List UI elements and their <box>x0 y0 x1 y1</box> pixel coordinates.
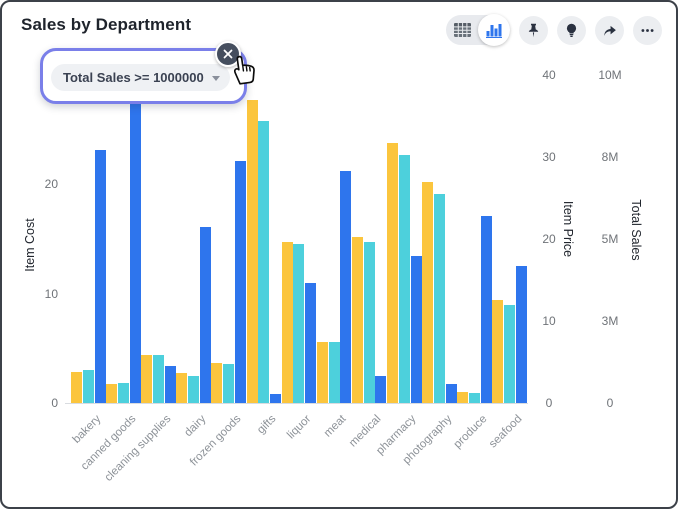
bar-item-price-dairy[interactable] <box>188 375 200 403</box>
bar-total-sales-produce[interactable] <box>480 216 492 403</box>
bar-item-price-produce[interactable] <box>468 393 480 403</box>
bar-item-cost-photography[interactable] <box>422 182 433 403</box>
lightbulb-icon <box>566 23 577 37</box>
y-axis-tick-item-price: 10 <box>542 314 556 328</box>
bar-total-sales-meat[interactable] <box>340 170 352 403</box>
y-axis-tick-item-cost: 10 <box>44 286 58 301</box>
bar-item-cost-canned-goods[interactable] <box>106 384 118 403</box>
y-axis-tick-total-sales: 8M <box>601 150 619 164</box>
bar-total-sales-liquor[interactable] <box>305 282 317 403</box>
toolbar <box>446 13 662 47</box>
y-axis-tick-total-sales: 3M <box>601 314 619 328</box>
y-axis-tick-item-price: 40 <box>542 68 556 82</box>
y-axis-tick-item-price: 30 <box>542 150 556 164</box>
x-axis-line <box>65 403 528 404</box>
bar-item-cost-dairy[interactable] <box>176 373 188 403</box>
y-axis-title-item-cost: Item Cost <box>23 218 37 272</box>
bar-total-sales-pharmacy[interactable] <box>410 256 422 403</box>
page-title: Sales by Department <box>21 15 192 34</box>
bar-total-sales-canned-goods[interactable] <box>129 78 141 403</box>
bar-item-price-medical[interactable] <box>363 242 375 403</box>
bar-item-cost-cleaning-supplies[interactable] <box>141 354 153 403</box>
bar-item-price-photography[interactable] <box>433 193 445 403</box>
y-axis-tick-total-sales: 10M <box>598 68 622 82</box>
bar-item-cost-produce[interactable] <box>457 392 469 403</box>
pin-icon <box>528 23 539 37</box>
mouse-cursor <box>227 52 259 91</box>
chevron-down-icon[interactable] <box>211 76 220 81</box>
bar-item-cost-meat[interactable] <box>316 341 328 403</box>
bar-total-sales-photography[interactable] <box>445 383 457 403</box>
bar-item-cost-liquor[interactable] <box>281 242 293 403</box>
bar-item-cost-medical[interactable] <box>351 236 363 403</box>
y-axis-tick-item-cost: 0 <box>51 396 58 410</box>
bar-total-sales-seafood[interactable] <box>515 266 527 403</box>
y-axis-title-total-sales: Total Sales <box>629 199 643 261</box>
bar-item-cost-bakery[interactable] <box>71 372 82 403</box>
filter-chip[interactable]: Total Sales >= 1000000 <box>40 41 255 104</box>
y-axis-tick-total-sales: 0 <box>606 396 614 410</box>
chart-view-button[interactable] <box>478 14 510 46</box>
bar-total-sales-cleaning-supplies[interactable] <box>164 366 176 403</box>
bar-item-price-liquor[interactable] <box>293 243 305 403</box>
more-options-button[interactable] <box>633 15 662 45</box>
bar-item-price-cleaning-supplies[interactable] <box>153 354 164 403</box>
close-icon <box>223 49 233 59</box>
filter-label: Total Sales >= 1000000 <box>63 70 204 85</box>
table-icon <box>453 23 471 37</box>
bar-item-cost-pharmacy[interactable] <box>386 142 398 403</box>
y-axis-tick-total-sales: 5M <box>601 232 619 246</box>
bar-item-price-bakery[interactable] <box>82 370 94 403</box>
bar-item-cost-seafood[interactable] <box>492 300 504 403</box>
filter-pill[interactable]: Total Sales >= 1000000 <box>51 64 230 91</box>
y-axis-title-item-price: Item Price <box>561 200 575 258</box>
ellipsis-icon <box>641 28 654 32</box>
y-axis-tick-item-price: 0 <box>545 396 553 410</box>
y-axis-tick-item-cost: 20 <box>44 177 58 192</box>
share-button[interactable] <box>595 15 624 45</box>
bar-total-sales-gifts[interactable] <box>270 394 282 403</box>
remove-filter-button[interactable] <box>215 41 241 67</box>
table-view-button[interactable] <box>446 15 478 45</box>
bar-item-price-meat[interactable] <box>328 342 340 403</box>
y-axis-tick-item-price: 20 <box>542 232 556 246</box>
bar-total-sales-medical[interactable] <box>375 376 387 403</box>
bar-total-sales-frozen-goods[interactable] <box>235 161 246 403</box>
bar-item-price-frozen-goods[interactable] <box>223 364 235 403</box>
share-arrow-icon <box>604 25 616 36</box>
bar-chart-icon <box>486 23 502 38</box>
view-toggle <box>446 14 510 46</box>
pin-button[interactable] <box>519 15 548 45</box>
bar-total-sales-dairy[interactable] <box>199 227 211 403</box>
insights-button[interactable] <box>557 15 586 45</box>
bar-item-price-seafood[interactable] <box>504 305 515 403</box>
bar-item-price-canned-goods[interactable] <box>117 383 129 403</box>
bar-item-cost-gifts[interactable] <box>246 100 258 403</box>
bar-item-cost-frozen-goods[interactable] <box>211 362 223 403</box>
bar-item-price-pharmacy[interactable] <box>398 155 410 403</box>
bar-total-sales-bakery[interactable] <box>94 150 106 403</box>
bar-item-price-gifts[interactable] <box>258 120 270 403</box>
